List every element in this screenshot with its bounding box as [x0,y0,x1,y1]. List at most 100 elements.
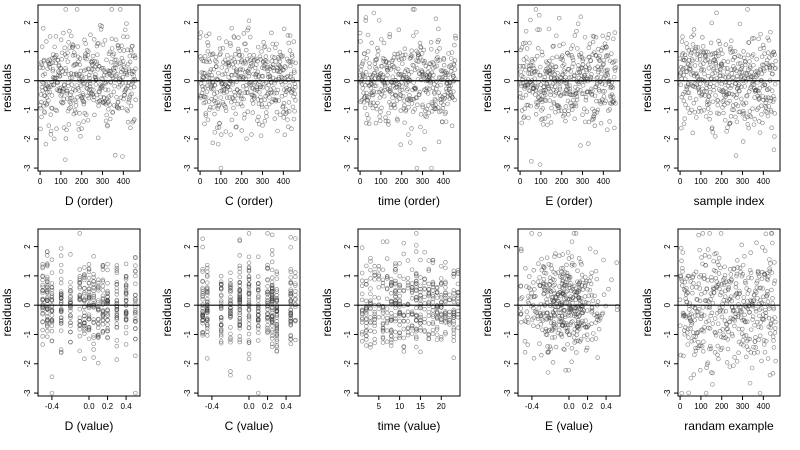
data-point [359,317,365,322]
data-point [715,68,720,74]
data-point [62,45,67,51]
data-point [39,114,44,120]
data-point [567,303,572,309]
data-point [96,298,101,303]
data-point [449,65,454,70]
data-point [550,277,555,282]
data-point [234,79,239,84]
data-point [589,92,595,98]
data-point [114,62,119,67]
data-point [371,10,377,16]
data-point [439,77,444,83]
data-point [535,100,541,105]
data-point [699,291,704,297]
data-point [439,337,444,342]
data-point [763,100,768,105]
data-point [45,319,50,324]
data-point [543,332,549,337]
data-point [451,288,457,293]
data-point [443,313,448,319]
data-point [123,275,129,280]
data-point [751,62,756,68]
data-point [218,298,224,303]
x-tick-label: 0 [518,177,523,186]
data-point [764,338,769,344]
data-point [532,70,537,75]
data-point [426,65,431,70]
data-point [683,102,688,107]
data-point [40,261,45,267]
data-point [551,43,556,49]
data-point [256,390,261,396]
data-point [82,320,87,326]
data-point [455,308,461,314]
data-point [740,262,746,268]
data-point [120,58,126,64]
data-point [739,309,744,315]
data-point [200,303,205,309]
data-point [104,79,109,85]
data-point [228,270,233,276]
data-point [393,316,398,321]
data-point [409,53,415,59]
data-point [414,231,419,236]
data-point [132,55,138,61]
data-point [524,55,529,60]
data-point [393,318,398,324]
data-point [739,96,744,102]
data-point [434,63,440,69]
data-point [699,344,705,349]
data-point [583,348,589,353]
data-point [743,319,748,325]
data-point [364,310,369,315]
data-point [680,310,686,316]
data-point [443,281,448,286]
data-point [279,54,284,60]
data-point [707,116,712,122]
data-point [518,69,523,75]
data-point [91,37,97,42]
data-point [439,263,444,269]
data-point [364,329,369,334]
data-point [594,82,600,87]
data-point [359,309,365,314]
data-point [678,82,683,88]
data-point [95,135,101,141]
data-point [414,281,419,286]
data-point [274,327,280,332]
data-point [418,296,423,301]
data-point [288,267,293,272]
data-point [710,382,715,387]
data-point [393,288,398,294]
data-point [406,105,411,110]
data-point [105,297,110,303]
data-point [123,324,129,330]
data-point [536,305,542,311]
data-point [435,105,441,110]
data-point [758,297,763,303]
data-point [764,276,770,282]
data-point [269,291,275,296]
data-point [519,120,524,126]
data-point [455,270,461,275]
data-point [86,316,92,322]
data-point [439,282,444,287]
plot-frame [357,228,461,397]
data-point [713,269,718,274]
data-point [76,88,82,93]
data-point [124,70,130,76]
data-point [380,334,386,340]
data-point [575,21,581,27]
data-point [377,114,382,119]
data-point [105,322,110,327]
data-point [439,292,444,298]
data-point [537,283,543,289]
data-point [443,290,448,295]
data-point [525,102,531,108]
data-point [769,231,775,236]
data-point [213,54,219,60]
y-tick-label: 0 [183,302,192,307]
scatter-points [677,7,778,158]
data-point [609,92,615,97]
data-point [728,85,733,91]
